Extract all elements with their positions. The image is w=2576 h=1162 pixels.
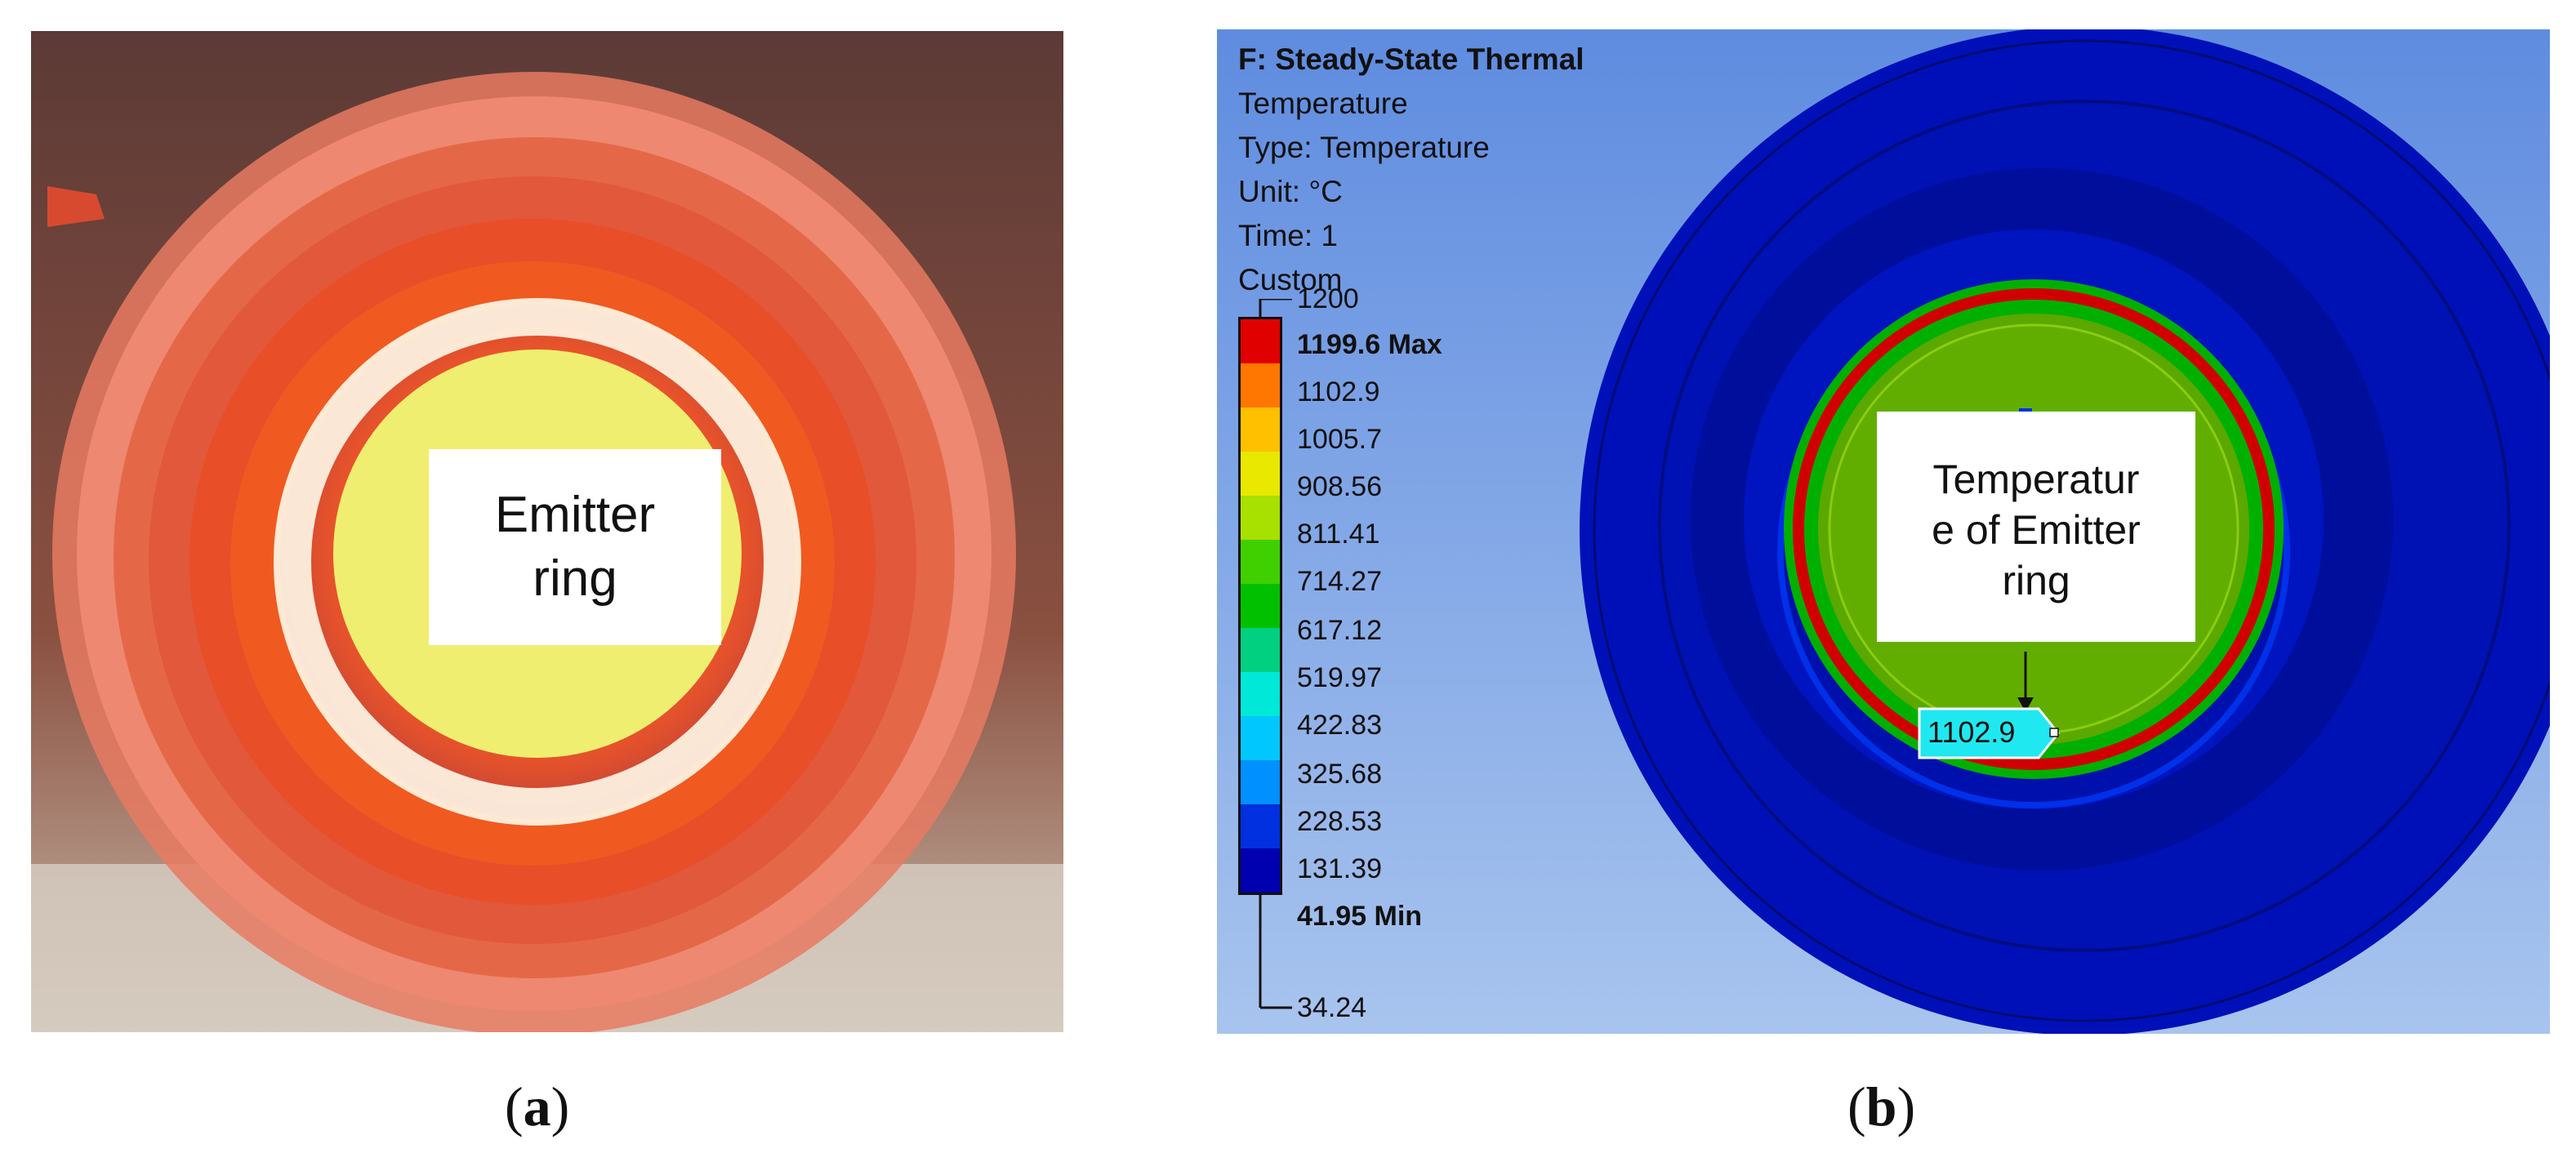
legend-top-value: 1200	[1297, 283, 1359, 314]
legend-color-segment	[1241, 540, 1280, 584]
result-name: Temperature	[1238, 87, 1408, 120]
caption-b-letter: b	[1865, 1075, 1897, 1138]
legend-color-segment	[1241, 848, 1280, 893]
legend-level: 422.83	[1297, 710, 1382, 741]
legend-color-bar	[1238, 317, 1282, 895]
legend-color-segment	[1241, 407, 1280, 452]
legend-level: 617.12	[1297, 615, 1382, 646]
legend-level: 908.56	[1297, 471, 1382, 502]
probe-value: 1102.9	[1928, 715, 2016, 749]
legend-mode: Custom	[1238, 263, 1343, 296]
legend-color-segment	[1241, 319, 1280, 363]
probe-tag-shape	[1918, 707, 2060, 759]
result-time: Time: 1	[1238, 219, 1338, 252]
legend-bottom-value: 34.24	[1297, 992, 1367, 1023]
legend-color-segment	[1241, 672, 1280, 716]
legend-brackets	[1259, 299, 1292, 1009]
result-header: F: Steady-State Thermal Temperature Type…	[1238, 38, 1584, 302]
temperature-legend: 1200 1199.6 Max 1102.9 1005.7 908.56 811…	[1238, 283, 1532, 1034]
legend-level: 1102.9	[1297, 376, 1380, 407]
caption-a: (a)	[505, 1075, 570, 1138]
legend-color-segment	[1241, 496, 1280, 540]
legend-color-segment	[1241, 760, 1280, 804]
caption-a-letter: a	[523, 1075, 551, 1138]
probe-tag[interactable]: 1102.9	[1918, 707, 2061, 759]
legend-level: 228.53	[1297, 806, 1382, 837]
emitter-ring-label: Emitter ring	[429, 449, 721, 645]
analysis-title: F: Steady-State Thermal	[1238, 42, 1584, 76]
legend-level: 519.97	[1297, 662, 1382, 693]
emitter-temperature-label: Temperatur e of Emitter ring	[1877, 412, 2195, 642]
legend-level: 811.41	[1297, 519, 1380, 550]
simulation-panel: F: Steady-State Thermal Temperature Type…	[1217, 29, 2550, 1034]
legend-min-value: 41.95 Min	[1297, 901, 1423, 932]
legend-max-value: 1199.6 Max	[1297, 329, 1442, 360]
legend-level: 1005.7	[1297, 424, 1382, 455]
legend-color-segment	[1241, 628, 1280, 672]
legend-level: 131.39	[1297, 853, 1382, 884]
legend-color-segment	[1241, 804, 1280, 848]
photo-panel: Emitter ring	[31, 31, 1063, 1032]
emitter-temperature-text: Temperatur e of Emitter ring	[1932, 456, 2141, 603]
legend-color-segment	[1241, 716, 1280, 760]
legend-level: 325.68	[1297, 759, 1382, 790]
legend-color-segment	[1241, 363, 1280, 407]
legend-color-segment	[1241, 584, 1280, 628]
emitter-ring-text: Emitter ring	[494, 487, 656, 607]
result-type: Type: Temperature	[1238, 131, 1490, 164]
result-unit: Unit: °C	[1238, 175, 1343, 208]
legend-level: 714.27	[1297, 566, 1382, 597]
caption-b: (b)	[1847, 1075, 1916, 1138]
legend-color-segment	[1241, 452, 1280, 496]
emitter-red-ring	[1793, 288, 2275, 770]
